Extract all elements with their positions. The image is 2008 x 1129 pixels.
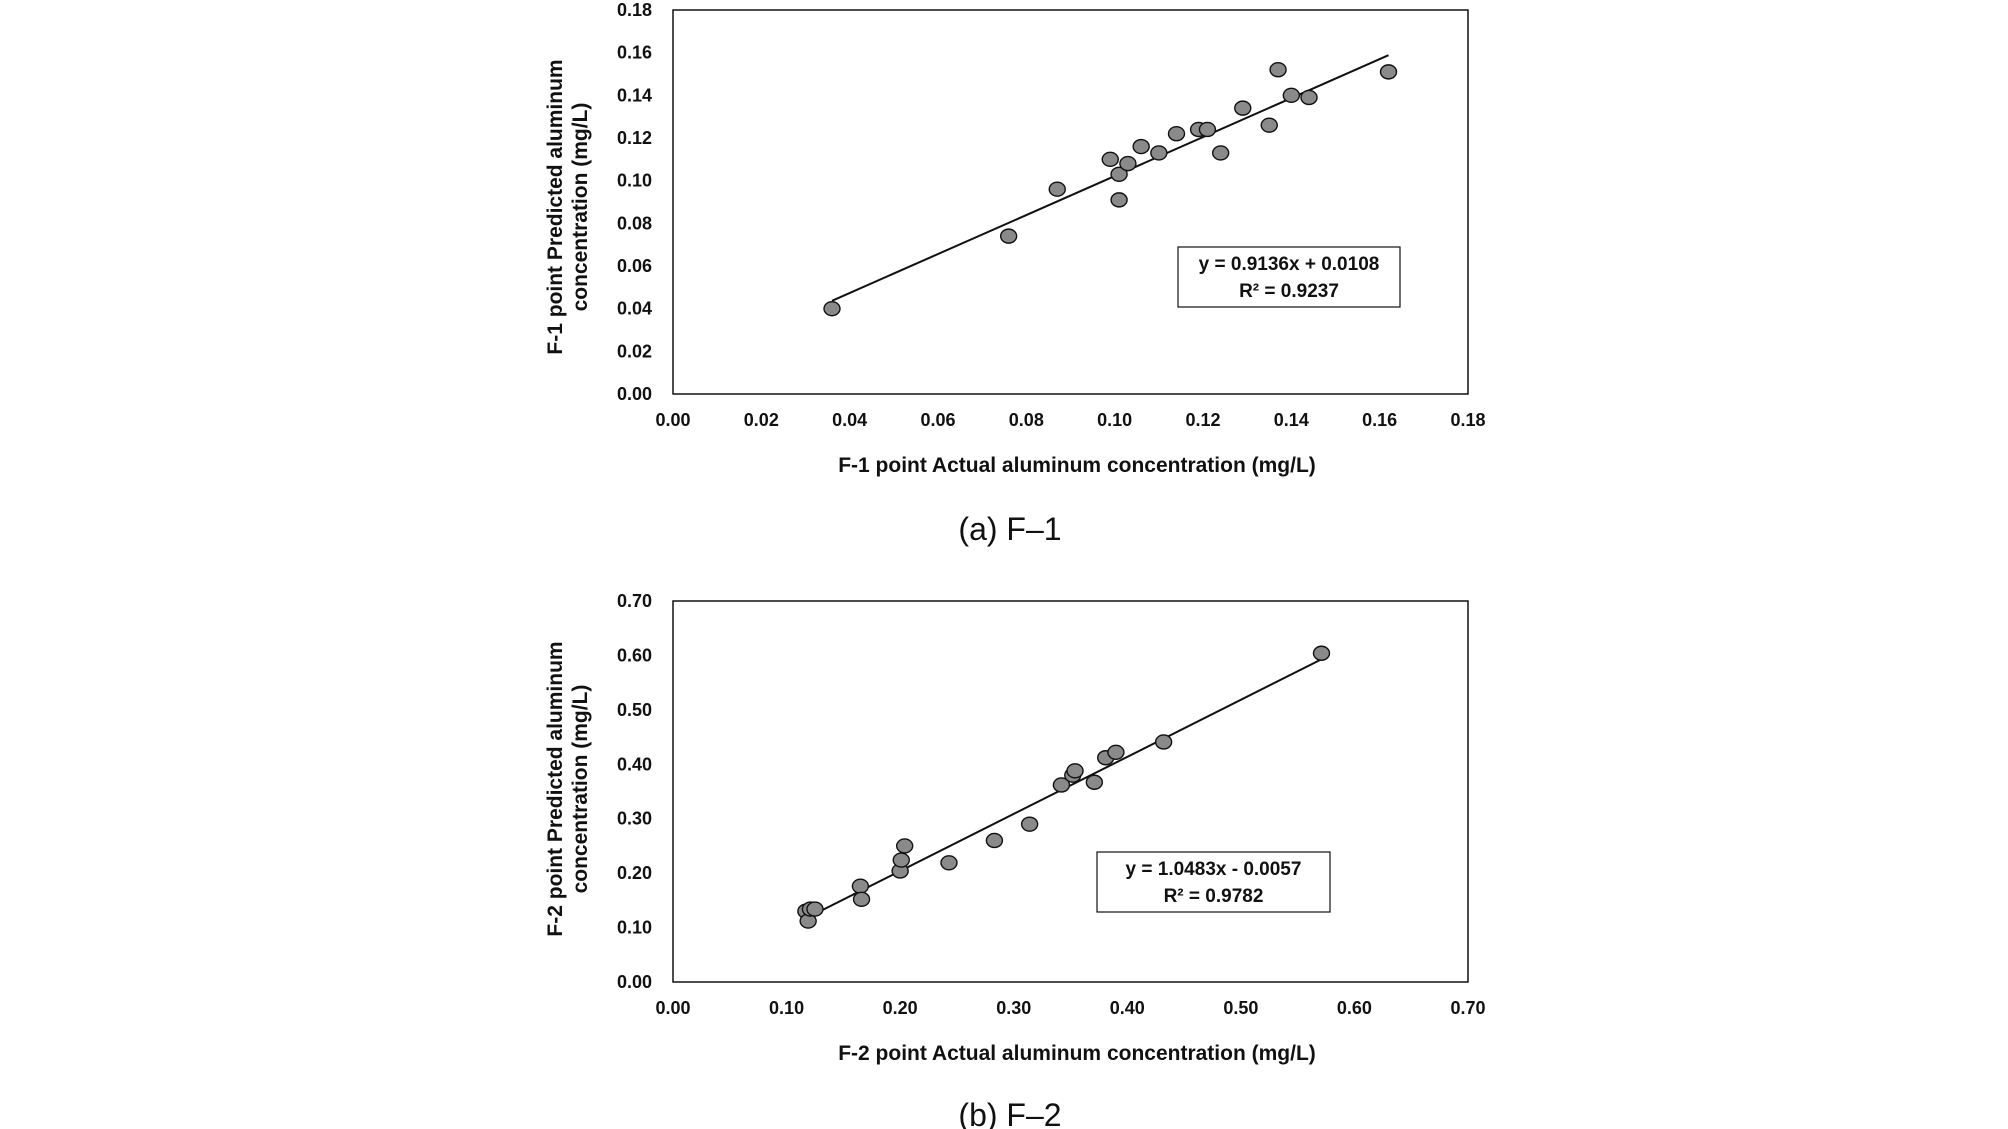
y-axis-title: F-1 point Predicted aluminum concentrati…	[544, 59, 592, 354]
y-axis-title: F-2 point Predicted aluminum concentrati…	[544, 641, 592, 936]
data-point	[1052, 777, 1071, 793]
data-point	[851, 878, 870, 894]
x-tick-label: 0.00	[655, 410, 690, 430]
y-tick-label: 0.14	[617, 85, 652, 105]
y-tick-label: 0.40	[617, 754, 652, 774]
data-point	[1234, 100, 1252, 116]
y-tick-label: 0.30	[617, 809, 652, 829]
data-point	[985, 832, 1004, 849]
data-point	[1110, 192, 1128, 208]
data-point	[1300, 89, 1318, 106]
x-tick-label: 0.00	[655, 998, 690, 1018]
data-point	[1167, 126, 1186, 142]
x-tick-label: 0.08	[1009, 410, 1044, 430]
y-tick-label: 0.12	[617, 128, 652, 148]
y-tick-label: 0.16	[617, 43, 652, 63]
y-tick-label: 0.00	[617, 972, 652, 992]
x-tick-label: 0.16	[1362, 410, 1397, 430]
x-tick-label: 0.20	[883, 998, 918, 1018]
x-tick-label: 0.30	[996, 998, 1031, 1018]
y-tick-label: 0.18	[617, 0, 652, 20]
data-point	[1110, 166, 1128, 182]
x-tick-label: 0.18	[1450, 410, 1485, 430]
chart-f2: F-2 point Predicted aluminum concentrati…	[544, 591, 1486, 1129]
y-axis-title-line-2: concentration (mg/L)	[569, 103, 592, 312]
r-squared: R² = 0.9782	[1164, 886, 1264, 907]
y-tick-label: 0.20	[617, 863, 652, 883]
data-point	[1211, 145, 1230, 161]
data-point	[895, 838, 914, 854]
regression-equation: y = 1.0483x - 0.0057	[1126, 859, 1302, 880]
x-tick-label: 0.14	[1274, 410, 1309, 430]
data-point	[1048, 181, 1066, 197]
y-tick-label: 0.10	[617, 918, 652, 938]
data-point	[823, 300, 841, 317]
equation-box	[1177, 246, 1401, 308]
x-axis-title: F-2 point Actual aluminum concentration …	[838, 1042, 1316, 1065]
y-axis-title-line-2: concentration (mg/L)	[569, 685, 592, 894]
plot-area	[672, 600, 1469, 983]
data-point	[1154, 734, 1173, 750]
x-tick-label: 0.70	[1450, 998, 1485, 1018]
x-axis-title: F-1 point Actual aluminum concentration …	[838, 454, 1316, 477]
y-axis-title-line-1: F-1 point Predicted aluminum	[544, 59, 567, 354]
x-tick-label: 0.06	[920, 410, 955, 430]
data-point	[1132, 138, 1150, 155]
x-tick-label: 0.50	[1223, 998, 1258, 1018]
data-point	[1085, 774, 1104, 790]
regression-equation: y = 0.9136x + 0.0108	[1199, 254, 1380, 275]
data-point	[1066, 763, 1084, 779]
caption-b: (b) F–2	[958, 1097, 1061, 1129]
y-tick-label: 0.04	[617, 299, 652, 319]
y-axis-title-line-1: F-2 point Predicted aluminum	[544, 641, 567, 936]
data-point	[1107, 744, 1125, 761]
y-tick-label: 0.10	[617, 171, 652, 191]
x-tick-label: 0.10	[1097, 410, 1132, 430]
data-point	[1282, 87, 1301, 104]
data-point	[940, 855, 958, 871]
data-point	[1260, 117, 1278, 133]
data-point	[1101, 151, 1119, 168]
data-point	[852, 891, 871, 907]
chart-f1: F-1 point Predicted aluminum concentrati…	[544, 0, 1486, 547]
caption-a: (a) F–1	[958, 511, 1061, 547]
data-point	[1119, 155, 1137, 172]
y-tick-label: 0.70	[617, 591, 652, 611]
y-tick-label: 0.02	[617, 341, 652, 361]
data-point	[1379, 64, 1398, 80]
y-tick-label: 0.06	[617, 256, 652, 276]
equation-box	[1096, 851, 1331, 913]
y-tick-label: 0.50	[617, 700, 652, 720]
x-tick-label: 0.10	[769, 998, 804, 1018]
x-tick-label: 0.40	[1110, 998, 1145, 1018]
x-tick-label: 0.60	[1337, 998, 1372, 1018]
r-squared: R² = 0.9237	[1239, 281, 1339, 302]
y-tick-label: 0.08	[617, 213, 652, 233]
data-point	[1269, 62, 1287, 78]
x-tick-label: 0.12	[1185, 410, 1220, 430]
data-point	[892, 852, 910, 868]
plot-area	[672, 9, 1469, 395]
y-tick-label: 0.60	[617, 645, 652, 665]
data-point	[806, 901, 824, 917]
data-point	[1020, 816, 1039, 832]
data-point	[1312, 645, 1331, 661]
x-tick-label: 0.02	[744, 410, 779, 430]
data-point	[1198, 121, 1217, 138]
data-point	[1150, 145, 1168, 161]
x-tick-label: 0.04	[832, 410, 867, 430]
data-point	[999, 228, 1018, 244]
y-tick-label: 0.00	[617, 384, 652, 404]
